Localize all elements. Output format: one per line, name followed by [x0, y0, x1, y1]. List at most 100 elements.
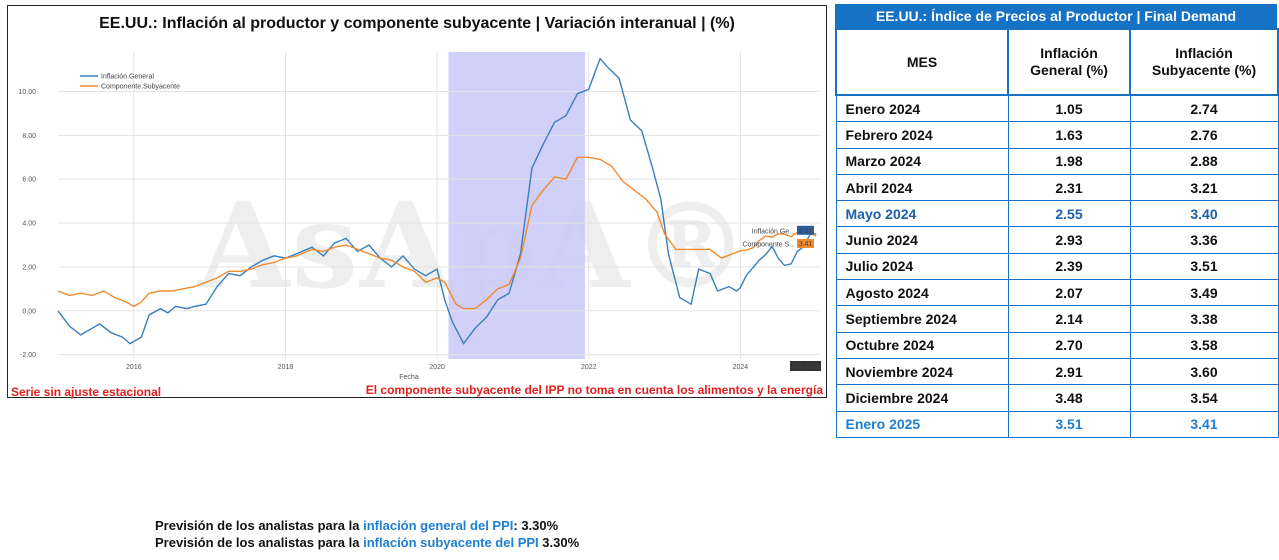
y-tick-label: 4.00: [22, 221, 36, 228]
row-subyacente: 2.76: [1129, 121, 1279, 149]
forecast-general: Previsión de los analistas para la infla…: [155, 518, 558, 533]
table-title: EE.UU.: Índice de Precios al Productor |…: [835, 4, 1277, 28]
row-general: 1.98: [1007, 147, 1131, 175]
end-series-name: Componente S...: [742, 241, 795, 248]
header-sub-line2: Subyacente (%): [1151, 62, 1257, 78]
row-subyacente: 3.54: [1129, 384, 1279, 412]
table-row: Enero 2025 3.51 3.41: [835, 410, 1279, 438]
row-general: 2.55: [1007, 200, 1131, 228]
row-general: 2.70: [1007, 331, 1131, 359]
note-seasonal: Serie sin ajuste estacional: [11, 385, 162, 399]
row-general: 3.51: [1007, 410, 1131, 438]
row-subyacente: 2.88: [1129, 147, 1279, 175]
row-subyacente: 3.49: [1129, 279, 1279, 307]
table-row: Julio 2024 2.39 3.51: [835, 252, 1279, 281]
row-month: Mayo 2024: [835, 200, 1009, 228]
row-general: 2.91: [1007, 357, 1131, 386]
header-mes: MES: [835, 28, 1009, 96]
x-tick-label: 2022: [581, 364, 597, 371]
row-general: 1.05: [1007, 94, 1131, 123]
x-axis-label: Fecha: [399, 374, 419, 381]
forecast-general-highlight: inflación general del PPI: [363, 518, 514, 533]
table-row: Octubre 2024 2.70 3.58: [835, 331, 1279, 359]
table-row: Marzo 2024 1.98 2.88: [835, 147, 1279, 175]
legend-label: Inflación.General: [101, 74, 154, 81]
series-line-subyacente: [57, 156, 817, 310]
table-row: Abril 2024 2.31 3.21: [835, 173, 1279, 202]
header-general-line2: General (%): [1030, 62, 1108, 78]
recession-shade: [448, 52, 585, 359]
row-subyacente: 3.21: [1129, 173, 1279, 202]
y-tick-label: 8.00: [22, 133, 36, 140]
x-tick-label: 2020: [429, 364, 445, 371]
note-core-definition: El componente subyacente del IPP no toma…: [365, 383, 823, 397]
header-general: Inflación General (%): [1007, 28, 1131, 96]
table-row: Noviembre 2024 2.91 3.60: [835, 357, 1279, 386]
row-month: Diciembre 2024: [835, 384, 1009, 412]
line-chart: -2.00 0.00 2.00 4.00 6.00 8.00 10.00 2016 2018 20…: [18, 52, 821, 381]
row-month: Abril 2024: [835, 173, 1009, 202]
row-month: Marzo 2024: [835, 147, 1009, 175]
y-tick-label: 10.00: [18, 89, 36, 96]
ppi-table-panel: EE.UU.: Índice de Precios al Productor |…: [835, 4, 1279, 446]
row-month: Octubre 2024: [835, 331, 1009, 359]
forecast-sub-prefix: Previsión de los analistas para la: [155, 535, 364, 550]
forecast-subyacente: Previsión de los analistas para la infla…: [155, 535, 579, 550]
end-value-box: [797, 225, 814, 235]
forecast-general-prefix: Previsión de los analistas para la: [155, 518, 364, 533]
y-tick-label: -2.00: [20, 352, 36, 359]
row-general: 3.48: [1007, 384, 1131, 412]
row-general: 2.39: [1007, 252, 1131, 281]
forecast-sub-highlight: inflación subyacente del PPI: [363, 535, 539, 550]
end-date-label: Jan 2025: [791, 364, 820, 371]
row-subyacente: 3.51: [1129, 252, 1279, 281]
row-month: Enero 2025: [835, 410, 1009, 438]
row-subyacente: 3.41: [1129, 410, 1279, 438]
table-body: Enero 2024 1.05 2.74 Febrero 2024 1.63 2.76 Ma…: [835, 94, 1279, 438]
y-tick-label: 0.00: [22, 308, 36, 315]
row-subyacente: 3.60: [1129, 357, 1279, 386]
end-date-box: [790, 361, 821, 371]
row-month: Julio 2024: [835, 252, 1009, 281]
table-row: Febrero 2024 1.63 2.76: [835, 121, 1279, 149]
row-general: 2.93: [1007, 226, 1131, 254]
end-value-label: 3.51: [799, 228, 813, 235]
row-month: Junio 2024: [835, 226, 1009, 254]
row-subyacente: 3.40: [1129, 200, 1279, 228]
header-sub-line1: Inflación: [1175, 45, 1233, 61]
row-general: 1.63: [1007, 121, 1131, 149]
header-general-line1: Inflación: [1040, 45, 1098, 61]
legend-label: Componente.Subyacente: [101, 84, 180, 91]
row-month: Febrero 2024: [835, 121, 1009, 149]
table-row: Junio 2024 2.93 3.36: [835, 226, 1279, 254]
row-general: 2.14: [1007, 305, 1131, 333]
header-subyacente: Inflación Subyacente (%): [1129, 28, 1279, 96]
series-line-general: [57, 57, 817, 345]
end-value-box: [797, 238, 814, 248]
row-subyacente: 2.74: [1129, 94, 1279, 123]
row-general: 2.07: [1007, 279, 1131, 307]
row-month: Agosto 2024: [835, 279, 1009, 307]
x-tick-label: 2018: [278, 364, 294, 371]
chart-panel: EE.UU.: Inflación al productor y compone…: [7, 5, 827, 399]
forecast-sub-suffix: 3.30%: [538, 535, 580, 550]
table-row: Enero 2024 1.05 2.74: [835, 94, 1279, 123]
row-month: Enero 2024: [835, 94, 1009, 123]
table-row: Diciembre 2024 3.48 3.54: [835, 384, 1279, 412]
row-month: Noviembre 2024: [835, 357, 1009, 386]
end-series-name: Inflación Ge...: [752, 228, 795, 235]
row-month: Septiembre 2024: [835, 305, 1009, 333]
x-tick-label: 2016: [126, 364, 142, 371]
forecast-general-suffix: : 3.30%: [513, 518, 559, 533]
y-tick-label: 2.00: [22, 264, 36, 271]
table-row: Septiembre 2024 2.14 3.38: [835, 305, 1279, 333]
table-row: Mayo 2024 2.55 3.40: [835, 200, 1279, 228]
row-general: 2.31: [1007, 173, 1131, 202]
row-subyacente: 3.38: [1129, 305, 1279, 333]
row-subyacente: 3.36: [1129, 226, 1279, 254]
table-header-row: MES Inflación General (%) Inflación Suby…: [835, 28, 1279, 96]
table-row: Agosto 2024 2.07 3.49: [835, 279, 1279, 307]
row-subyacente: 3.58: [1129, 331, 1279, 359]
end-value-label: 3.41: [799, 241, 813, 248]
chart-title: EE.UU.: Inflación al productor y compone…: [99, 15, 735, 32]
